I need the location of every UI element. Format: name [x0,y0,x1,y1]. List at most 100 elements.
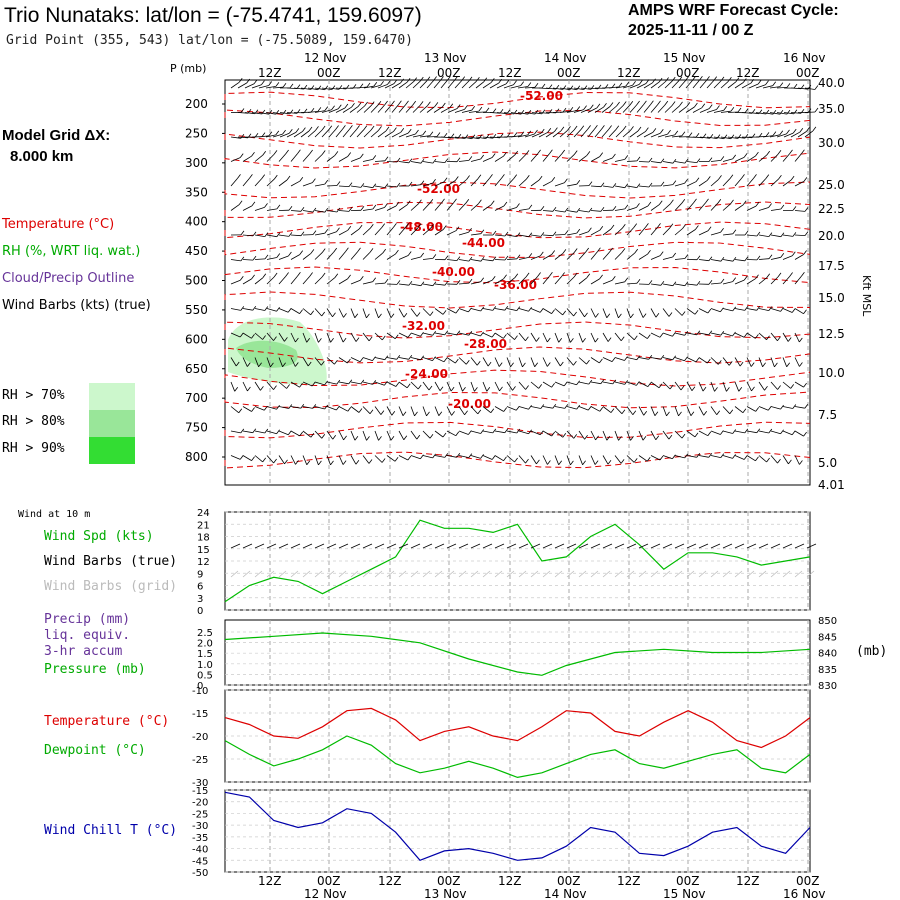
wind-barb [338,156,348,162]
wind-barb [468,136,479,140]
wind-barb [470,233,481,236]
wind-barb-flag [343,313,347,318]
wind-barb-flag [630,313,634,319]
wind-barb-flag [369,409,374,414]
pressure-ytick: 830 [818,681,837,692]
wind-barb [566,232,577,236]
wind-barb [230,279,241,285]
wind-barb [686,332,697,336]
rh90-label: RH > 90% [2,441,65,456]
wind-barb-flag [513,174,518,179]
wind-barb-flag [384,203,388,208]
wind-barb [626,308,631,319]
temp-ytick: -30 [192,778,208,789]
wind-barb [326,251,334,260]
height-tick: 7.5 [818,408,837,422]
wind-barb [542,276,550,285]
wind-barb [370,84,381,89]
wind-barb [278,430,289,436]
wind-barb [510,135,521,138]
wind-barb [545,131,555,138]
wind-barb [290,308,300,314]
wind-barb [242,357,248,367]
wind-barb-flag [658,383,663,389]
wind-barb [242,259,254,261]
wind-barb-flag [264,428,269,434]
wind-barb [782,179,792,187]
wind-barb [506,406,517,411]
wind10-grid-barb [326,570,335,578]
wind-barb-flag [516,428,521,434]
wind-barb-flag [240,256,245,262]
wind-barb [530,234,541,237]
wind-barb [602,332,609,342]
wind-barb [559,130,568,138]
wind-barb [518,178,527,187]
wind-barb-flag [246,78,251,84]
wind-barb [454,109,465,113]
wind-barb-flag [730,134,735,139]
wind-barb [458,381,463,392]
wind-barb-flag [660,281,665,286]
wind-barb [356,86,368,89]
wind-barb [398,81,408,89]
wind-barb [638,332,648,339]
wind-barb [626,160,638,162]
wind-barb-flag [249,174,253,179]
wind-barb-flag [788,459,792,465]
wind-barb [662,406,667,417]
wind-barb [770,332,778,341]
wind-barb-flag [360,379,365,385]
wind-barb-flag [380,81,384,86]
wind-barb-flag [674,130,679,136]
wind-barb-flag [380,410,385,415]
wind-barb-flag [321,248,326,253]
wind-barb [338,332,344,343]
wind-barb-flag [405,223,409,228]
wind-barb [494,430,505,434]
wind-barb-flag [359,275,364,281]
wind-barb-flag [660,181,665,187]
wind-barb-flag [547,460,551,465]
wind10-grid-barb [254,570,263,578]
wind-barb-flag [705,198,709,204]
wind-barb [686,357,697,363]
wind-barb-flag [525,150,530,155]
wind-barb-flag [691,386,696,391]
height-tick: 40.0 [818,76,845,90]
wind-barb [566,110,577,113]
wind-barb-flag [308,126,313,132]
wind-barb-flag [299,309,303,314]
wind-barb-flag [564,230,569,235]
wind-barb [762,135,773,138]
wind-barb [230,136,241,139]
wind-barb [713,80,722,89]
wind-barb-flag [636,156,641,162]
wind-barb [678,80,686,89]
wind-barb [410,381,419,390]
wind-barb [412,80,421,89]
wind-barb-flag [516,306,521,311]
wind-barb-flag [723,134,728,139]
wind-barb-flag [514,150,519,156]
wind-barb-flag [454,176,459,181]
wind-barb [698,308,709,314]
wind-barb [566,87,577,91]
wind-barb-flag [503,456,507,461]
wind-barb [278,255,289,260]
wind-barb-flag [717,360,722,365]
wind-barb [266,406,277,410]
wind-barb [302,308,311,316]
wind-barb-flag [672,355,677,361]
wind-barb-flag [492,256,497,262]
wind-barb [350,251,358,260]
wind-barb-flag [480,306,485,312]
wind-barb-flag [251,334,255,339]
wind-barb [386,161,398,163]
wind-barb [374,227,382,236]
wind-barb-flag [393,223,397,228]
wind-barb-flag [599,358,603,364]
isotherm-contour [224,109,811,127]
wind-barb [755,84,766,89]
wind-barb-flag [286,175,291,181]
